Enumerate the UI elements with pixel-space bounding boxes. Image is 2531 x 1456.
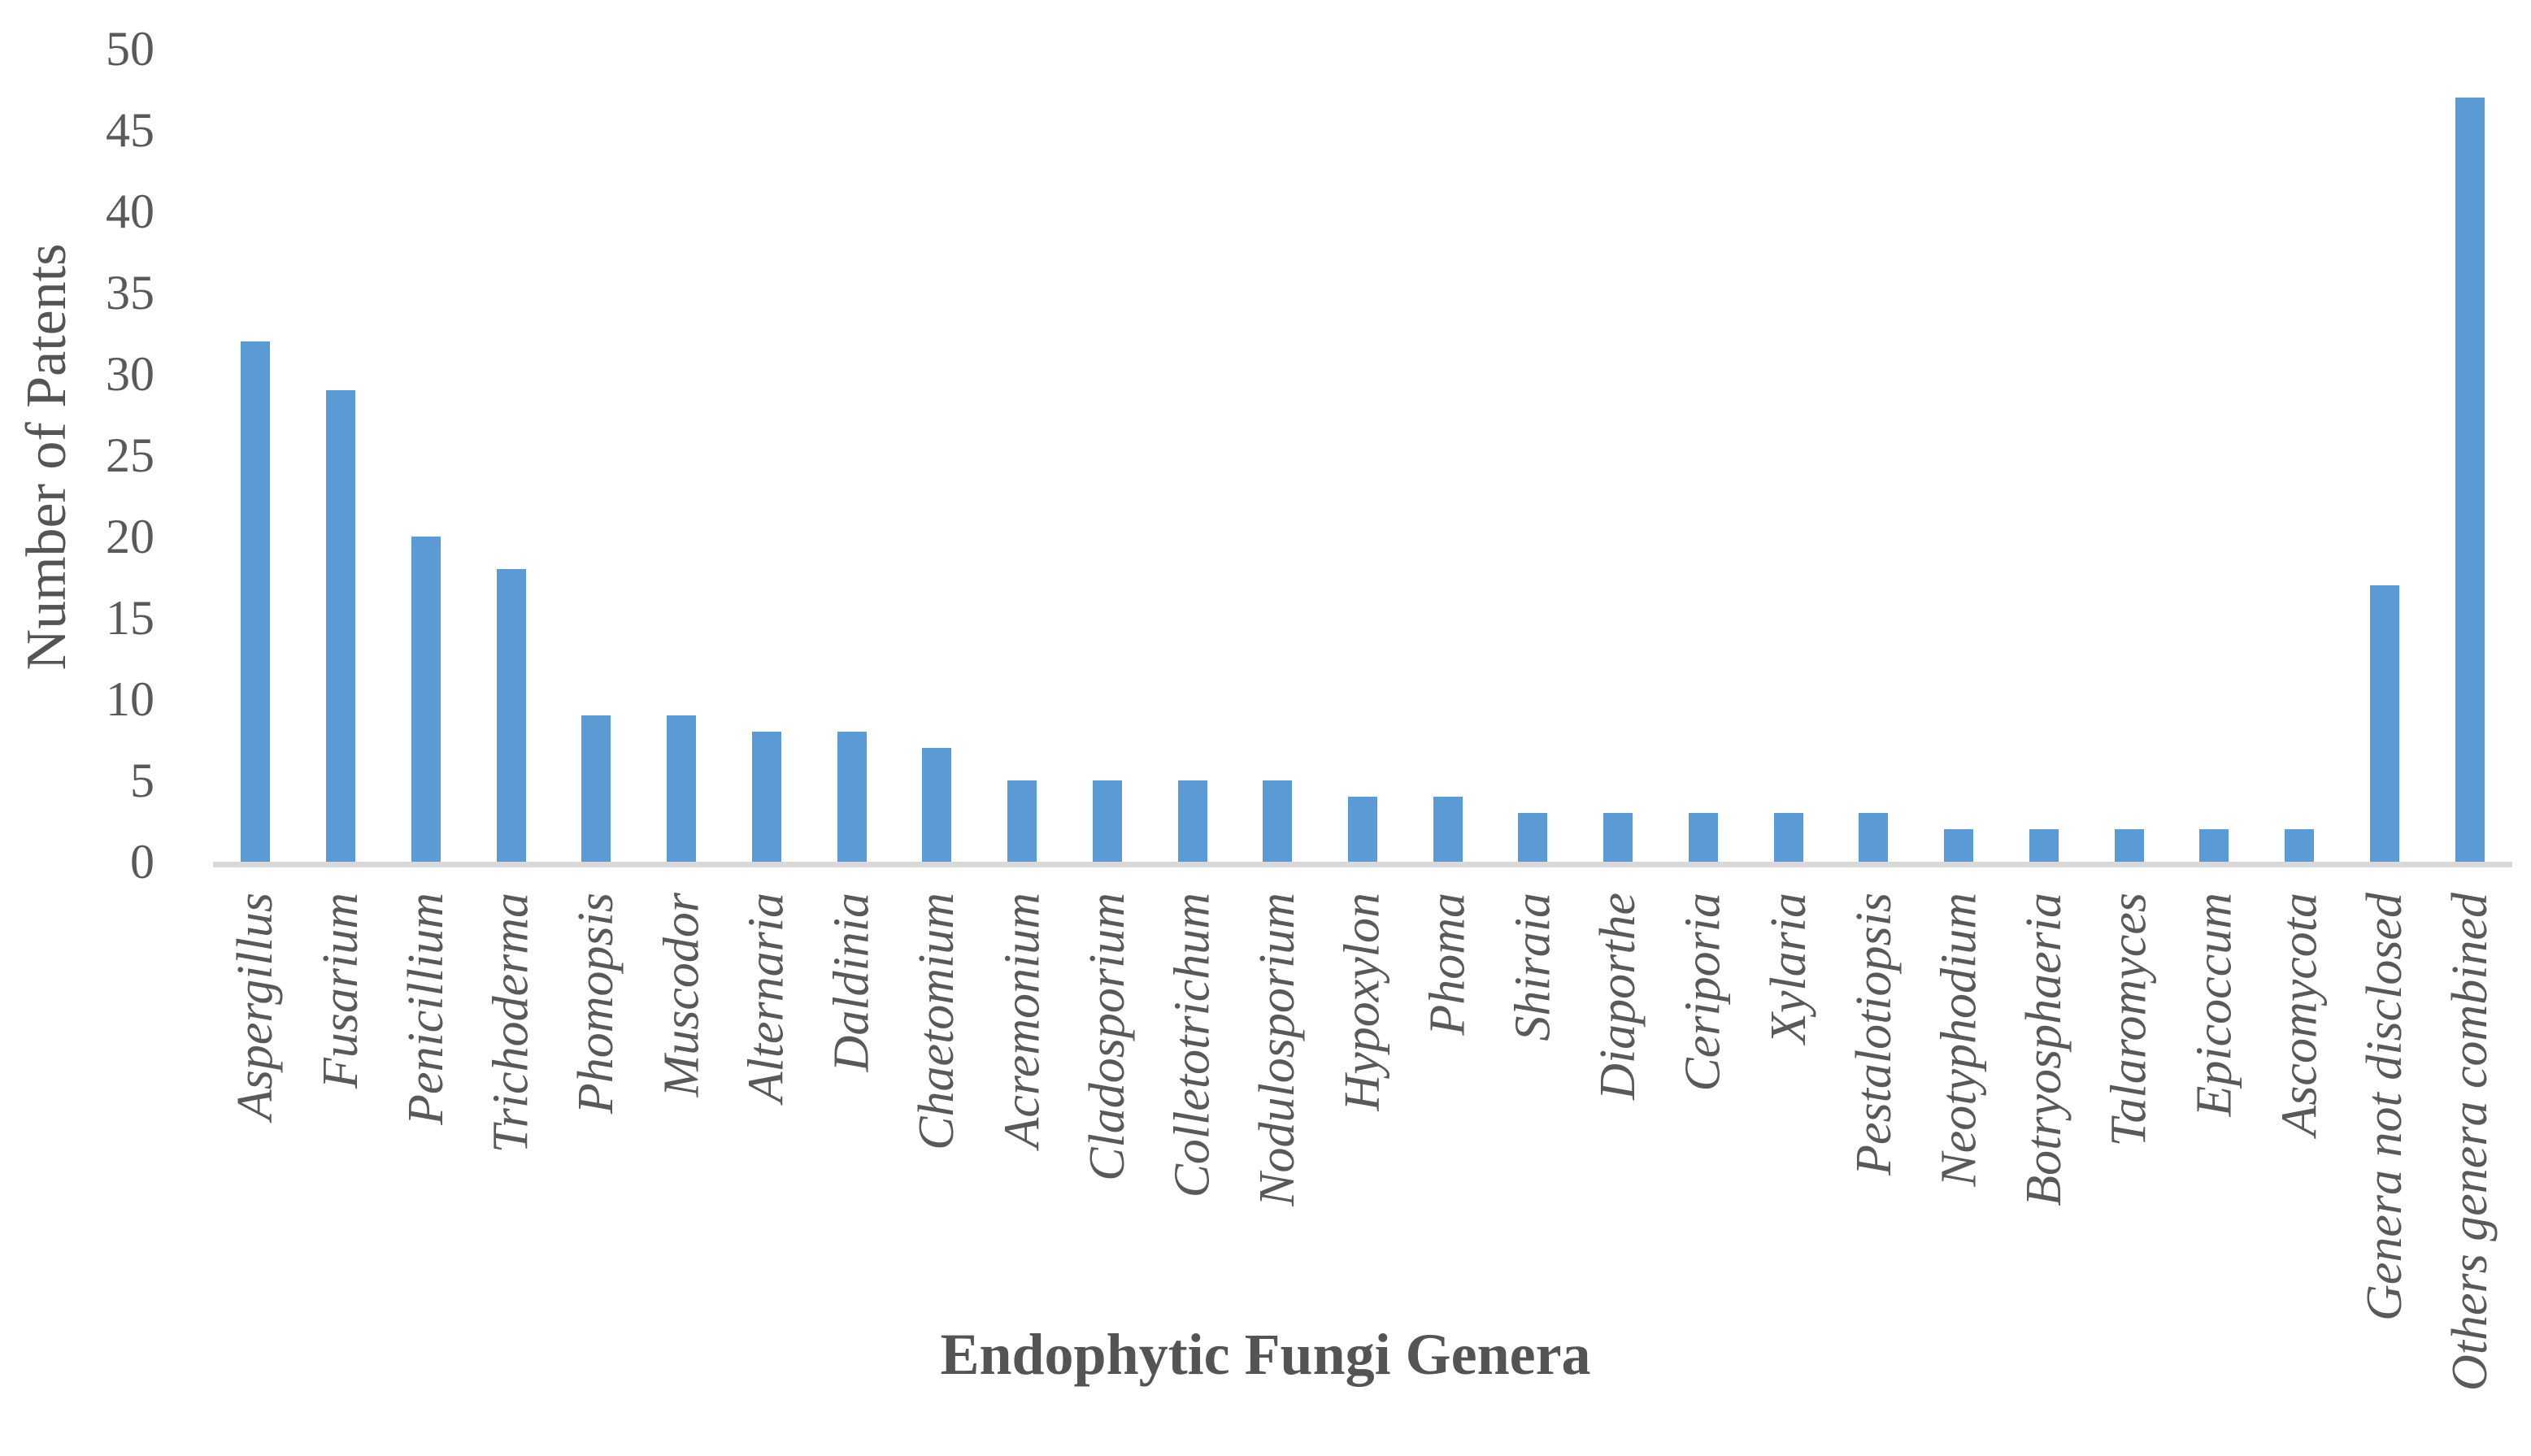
category-label-text: Trichoderma (483, 893, 539, 1154)
category-label-text: Alternaria (738, 893, 794, 1103)
bar-hypoxylon (1348, 797, 1377, 862)
category-label-text: Xylaria (1760, 893, 1816, 1044)
category-label-text: Ascomycota (2272, 893, 2328, 1137)
x-axis-line (213, 862, 2512, 867)
y-tick-label-35: 35 (106, 266, 154, 319)
bar-trichoderma (496, 569, 526, 862)
bar-acremonium (1007, 780, 1037, 862)
bar-others-genera-combined (2455, 98, 2485, 862)
category-label-text: Ceriporia (1675, 893, 1731, 1092)
category-label-text: Botryosphaeria (2016, 893, 2072, 1206)
y-tick-label-25: 25 (106, 428, 154, 482)
category-label-text: Acremonium (994, 893, 1050, 1149)
bar-ascomycota (2285, 829, 2315, 862)
category-label-text: Fusarium (313, 893, 369, 1089)
category-label-text: Nodulosporium (1250, 893, 1306, 1206)
bar-muscodor (667, 715, 697, 862)
bar-talaromyces (2114, 829, 2144, 862)
y-tick-label-30: 30 (106, 347, 154, 401)
category-label-text: Phoma (1420, 893, 1476, 1036)
bar-colletotrichum (1177, 780, 1207, 862)
bar-xylaria (1773, 813, 1803, 862)
bar-cladosporium (1092, 780, 1122, 862)
category-label-text: Neotyphodium (1931, 893, 1987, 1187)
bar-penicillium (411, 537, 441, 862)
category-label-text: Epicoccum (2186, 893, 2242, 1117)
bar-chaetomium (922, 748, 952, 862)
y-tick-label-50: 50 (106, 22, 154, 76)
bar-pestalotiopsis (1859, 813, 1889, 862)
bar-phomopsis (581, 715, 611, 862)
bar-fusarium (326, 390, 356, 862)
category-label-text: Aspergillus (228, 893, 284, 1121)
bar-nodulosporium (1263, 780, 1293, 862)
category-label-text: Colletotrichum (1164, 893, 1220, 1198)
bar-ceriporia (1688, 813, 1718, 862)
category-label-text: Cladosporium (1079, 893, 1135, 1181)
category-label-text: Shiraia (1505, 893, 1561, 1041)
category-label-text: Talaromyces (2101, 893, 2157, 1147)
bar-shiraia (1518, 813, 1548, 862)
bar-epicoccum (2199, 829, 2229, 862)
category-label-text: Phomopsis (568, 893, 624, 1115)
category-label-text: Others genera combined (2442, 893, 2498, 1391)
y-tick-label-40: 40 (106, 185, 154, 238)
y-tick-label-20: 20 (106, 510, 154, 563)
y-tick-label-15: 15 (106, 591, 154, 645)
x-axis-title: Endophytic Fungi Genera (940, 1322, 1591, 1387)
category-label-text: Penicillium (398, 893, 454, 1125)
bar-genera-not-disclosed (2369, 585, 2399, 862)
y-tick-label-45: 45 (106, 103, 154, 157)
bar-aspergillus (241, 341, 271, 862)
bar-neotyphodium (1944, 829, 1974, 862)
category-label-text: Genera not disclosed (2356, 893, 2412, 1321)
category-label-text: Hypoxylon (1335, 893, 1390, 1111)
bar-botryosphaeria (2029, 829, 2059, 862)
category-label-text: Pestalotiopsis (1846, 893, 1902, 1176)
bar-daldinia (837, 732, 867, 862)
y-tick-label-10: 10 (106, 672, 154, 726)
category-label-text: Daldinia (824, 893, 880, 1072)
category-label-text: Chaetomium (909, 893, 965, 1150)
y-tick-label-5: 5 (130, 754, 154, 807)
bar-diaporthe (1603, 813, 1633, 862)
bar-alternaria (751, 732, 781, 862)
category-label-text: Diaporthe (1590, 893, 1646, 1100)
y-tick-label-0: 0 (130, 835, 154, 889)
category-label-text: Muscodor (654, 893, 710, 1097)
bar-phoma (1433, 797, 1463, 862)
